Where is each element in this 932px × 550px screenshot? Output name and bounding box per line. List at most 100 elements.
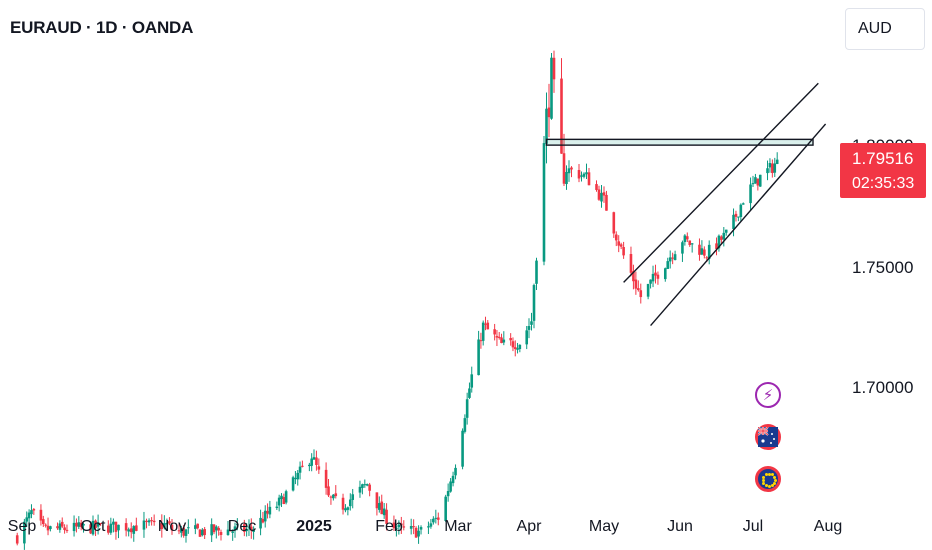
australia-flag-icon[interactable] (755, 424, 781, 450)
x-tick-label: Sep (7, 518, 37, 535)
candle-body (402, 526, 406, 528)
candle-body (368, 484, 371, 491)
candle-body (758, 174, 762, 187)
candle-body (649, 279, 652, 284)
candle-body (219, 532, 223, 535)
candle-body (639, 290, 643, 298)
y-tick-label: 1.70000 (852, 378, 914, 397)
candle-body (180, 528, 183, 533)
candle-body (44, 524, 47, 526)
x-tick-label: Apr (516, 518, 542, 535)
last-price: 1.79516 (852, 149, 914, 168)
candle-body (324, 469, 328, 488)
candle-body (600, 192, 603, 202)
candle-body (114, 521, 118, 532)
candle-body (516, 348, 519, 350)
candle-body (532, 285, 536, 321)
candle-body (400, 523, 403, 526)
candle-body (142, 520, 146, 530)
candle-body (654, 272, 657, 276)
x-tick-label: Jul (742, 518, 764, 535)
candle-body (94, 520, 97, 529)
candle-body (545, 108, 548, 144)
candle-body (77, 522, 81, 527)
candle-body (715, 243, 718, 250)
candle-body (296, 472, 300, 480)
candle-body (622, 247, 625, 256)
candle-body (170, 524, 174, 531)
candle-body (375, 492, 379, 509)
y-tick-label: 1.75000 (852, 258, 914, 277)
flash-icon[interactable]: ⚡ (755, 382, 781, 408)
channel-upper-line (623, 82, 819, 283)
candle-body (419, 527, 423, 530)
candle-body (263, 510, 267, 522)
candle-body (129, 528, 133, 533)
candle-body (135, 525, 138, 531)
candle-body (417, 530, 420, 537)
candle-body (481, 322, 485, 341)
candle-body (705, 257, 709, 259)
candle-body (587, 172, 591, 186)
candle-body (351, 494, 355, 500)
candle-body (454, 467, 457, 476)
candle-body (344, 508, 347, 511)
candle-body (495, 336, 499, 338)
candle-body (698, 244, 701, 255)
candle-body (614, 234, 618, 241)
candle-body (619, 244, 623, 247)
candle-body (15, 535, 19, 544)
candle-body (756, 178, 760, 186)
candle-body (535, 260, 538, 284)
candle-body (150, 520, 153, 522)
candle-body (298, 466, 302, 473)
candle-body (203, 529, 206, 536)
candle-body (542, 143, 546, 262)
candle-body (127, 529, 130, 532)
candle-body (461, 430, 464, 467)
drawing-layer (545, 82, 827, 327)
candle-body (497, 336, 501, 338)
candle-body (310, 458, 313, 466)
candle-body (109, 523, 113, 533)
candle-body (602, 192, 606, 196)
candle-body (449, 481, 452, 492)
candle-body (580, 175, 583, 177)
candle-body (217, 527, 220, 531)
candle-body (385, 509, 388, 524)
candle-body (23, 521, 26, 544)
candle-body (414, 527, 418, 538)
x-tick-label: Feb (375, 518, 403, 535)
currency-button[interactable]: AUD (845, 8, 925, 50)
candle-body (315, 457, 318, 465)
candle-body (527, 326, 531, 330)
candle-body (427, 526, 430, 528)
candle-body (617, 241, 621, 246)
candle-body (282, 497, 286, 504)
candle-body (629, 254, 633, 273)
candle-body (252, 529, 255, 532)
candle-body (147, 520, 151, 523)
candle-body (434, 517, 438, 519)
candle-body (32, 509, 36, 511)
candle-body (236, 523, 239, 526)
candle-body (766, 168, 769, 174)
candle-body (737, 216, 740, 218)
candle-body (632, 271, 635, 282)
candle-body (82, 524, 85, 526)
candle-body (261, 518, 265, 523)
candle-body (277, 497, 281, 506)
candle-body (732, 214, 735, 230)
candle-body (673, 254, 677, 261)
symbol-title[interactable]: EURAUD · 1D · OANDA (10, 18, 194, 37)
x-tick-label: Jun (667, 518, 693, 535)
candle-body (341, 497, 345, 510)
x-tick-label: Aug (813, 518, 843, 535)
x-tick-label: Mar (444, 518, 472, 535)
candle-body (312, 457, 316, 460)
candle-body (463, 418, 467, 432)
eu-flag-icon[interactable] (755, 466, 781, 492)
candle-body (42, 519, 45, 525)
candle-body (75, 522, 78, 527)
